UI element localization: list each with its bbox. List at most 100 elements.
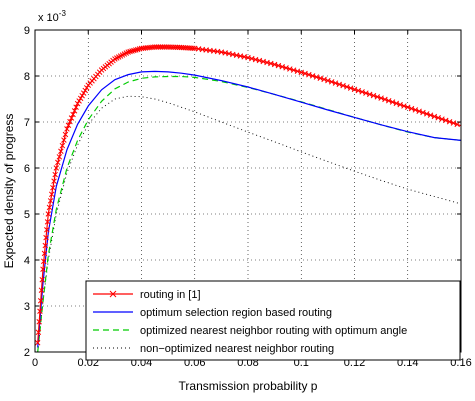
data-point-marker xyxy=(332,80,339,86)
y-tick-label: 2 xyxy=(24,347,30,359)
data-point-marker xyxy=(39,276,45,283)
data-point-marker xyxy=(439,116,445,122)
data-point-marker xyxy=(370,92,377,99)
data-point-marker xyxy=(306,71,312,78)
data-point-marker xyxy=(127,48,133,55)
data-point-marker xyxy=(298,69,305,76)
data-point-marker xyxy=(48,191,55,198)
legend-box xyxy=(85,280,461,361)
data-point-marker xyxy=(366,91,373,98)
data-point-marker xyxy=(313,74,320,80)
exponent-label: x 10-3 xyxy=(38,9,66,24)
y-tick-label: 3 xyxy=(24,301,30,313)
data-point-marker xyxy=(302,70,308,77)
data-point-marker xyxy=(52,171,58,178)
data-point-marker xyxy=(279,63,285,70)
data-point-marker xyxy=(420,109,426,116)
legend-label-0: routing in [1] xyxy=(140,289,201,301)
data-point-marker xyxy=(382,96,388,103)
data-point-marker xyxy=(450,120,457,126)
y-tick-label: 6 xyxy=(24,163,30,175)
data-point-marker xyxy=(68,115,75,121)
data-point-marker xyxy=(41,250,48,257)
data-point-marker xyxy=(397,101,403,108)
legend: routing in [1] optimum selection region b… xyxy=(85,280,461,361)
data-point-marker xyxy=(133,47,139,53)
data-point-marker xyxy=(46,204,53,211)
y-tick-label: 9 xyxy=(24,25,30,37)
data-point-marker xyxy=(55,159,61,166)
data-point-marker xyxy=(412,107,419,113)
legend-label-2: optimized nearest neighbor routing with … xyxy=(140,325,407,337)
y-tick-label: 7 xyxy=(24,117,30,129)
data-point-marker xyxy=(56,154,63,160)
data-point-marker xyxy=(190,45,196,52)
data-point-marker xyxy=(45,211,52,217)
data-point-marker xyxy=(401,103,407,109)
y-axis-label: Expected density of progress xyxy=(2,114,16,269)
data-point-marker xyxy=(347,85,354,91)
data-point-marker xyxy=(290,67,297,73)
data-point-marker xyxy=(393,100,400,107)
data-point-marker xyxy=(125,49,131,55)
data-point-marker xyxy=(42,242,49,249)
data-point-marker xyxy=(404,104,411,111)
series-line-1 xyxy=(37,70,462,348)
series-line-3 xyxy=(37,95,462,353)
data-point-marker xyxy=(34,340,41,346)
data-point-marker xyxy=(77,95,84,102)
data-point-marker xyxy=(53,165,60,171)
data-point-marker xyxy=(328,79,335,85)
data-point-marker xyxy=(62,131,69,138)
data-point-marker xyxy=(355,87,362,94)
data-point-marker xyxy=(363,90,369,96)
data-point-marker xyxy=(67,118,73,125)
y-tick-label: 4 xyxy=(24,255,30,267)
data-point-marker xyxy=(51,178,57,184)
data-point-marker xyxy=(65,122,72,129)
data-point-marker xyxy=(82,87,88,94)
data-point-marker xyxy=(80,90,87,96)
data-point-marker xyxy=(416,108,422,114)
data-point-marker xyxy=(73,104,79,110)
series-line-2 xyxy=(37,75,462,353)
data-point-marker xyxy=(71,108,78,114)
data-point-marker xyxy=(321,76,327,83)
data-point-marker xyxy=(134,46,141,53)
exponent-power: -3 xyxy=(59,9,67,18)
data-point-marker xyxy=(44,227,50,233)
data-point-marker xyxy=(424,111,430,117)
data-point-marker xyxy=(454,121,460,128)
x-axis-label: Transmission probability p xyxy=(179,379,318,393)
data-point-marker xyxy=(58,148,64,154)
data-point-marker xyxy=(70,111,76,118)
series-layer xyxy=(34,44,462,353)
data-point-marker xyxy=(340,82,346,89)
data-point-marker xyxy=(61,137,67,143)
data-point-marker xyxy=(359,89,365,95)
data-point-marker xyxy=(271,61,278,68)
legend-label-1: optimum selection region based routing xyxy=(140,307,332,319)
data-point-marker xyxy=(427,112,434,118)
data-point-marker xyxy=(37,308,43,315)
data-point-marker xyxy=(336,81,343,88)
data-point-marker xyxy=(59,142,66,149)
data-point-marker xyxy=(83,85,90,91)
data-point-marker xyxy=(76,98,82,104)
data-point-marker xyxy=(40,258,47,265)
legend-marker xyxy=(109,290,117,298)
data-point-marker xyxy=(79,92,85,99)
y-tick-label: 5 xyxy=(24,209,30,221)
data-point-marker xyxy=(129,48,135,54)
data-point-marker xyxy=(50,184,56,191)
data-point-marker xyxy=(351,86,358,93)
data-point-marker xyxy=(283,65,289,71)
data-point-marker xyxy=(287,66,293,72)
y-tick-label: 8 xyxy=(24,71,30,83)
data-point-marker xyxy=(36,319,42,325)
data-point-marker xyxy=(325,77,331,84)
data-point-marker xyxy=(131,47,137,54)
data-point-marker xyxy=(40,266,46,272)
data-point-marker xyxy=(374,94,381,100)
